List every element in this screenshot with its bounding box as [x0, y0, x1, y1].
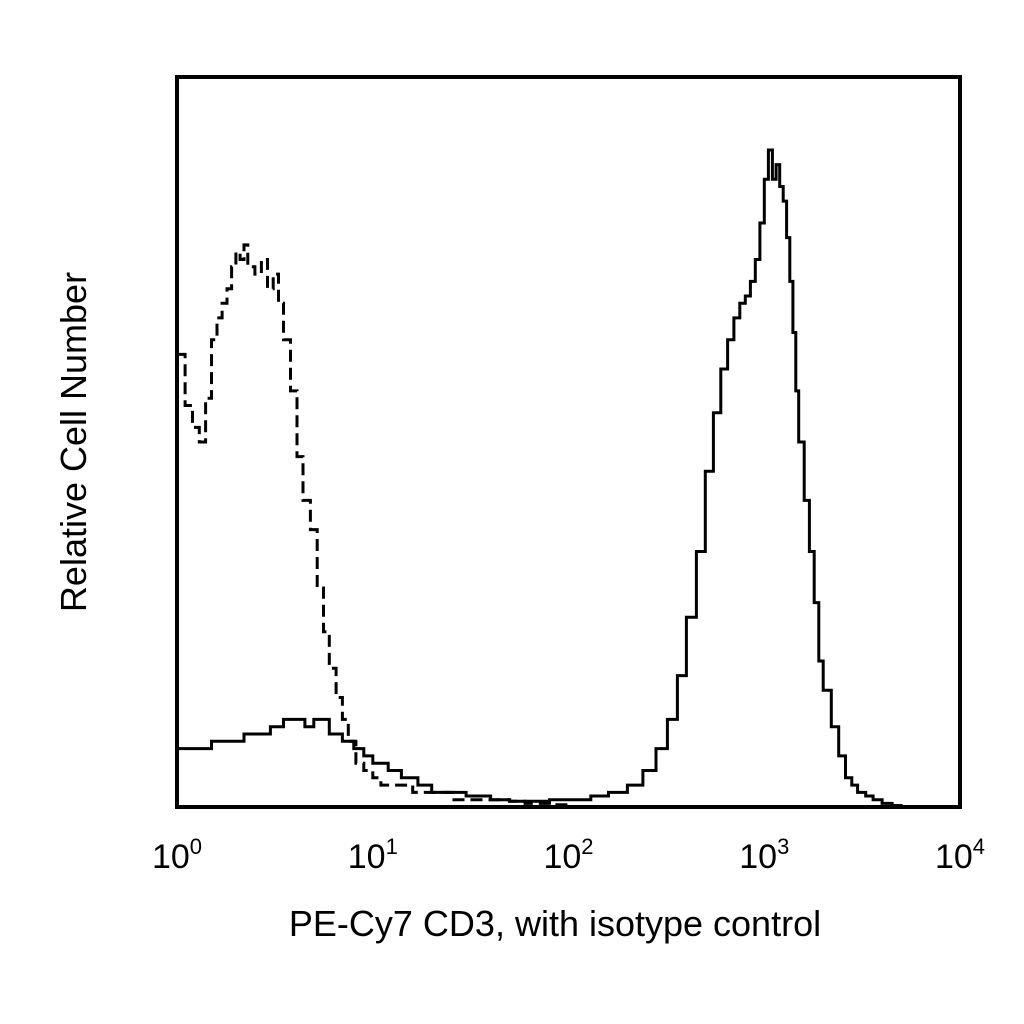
x-tick-layer: 100 101 102 103 104	[152, 834, 985, 876]
y-axis-title: Relative Cell Number	[53, 272, 94, 612]
x-tick-label: 103	[739, 834, 789, 876]
series-layer	[177, 148, 903, 807]
x-tick-label: 104	[935, 834, 985, 876]
x-tick-label: 100	[152, 834, 202, 876]
plot-frame	[175, 75, 962, 809]
x-axis-title: PE-Cy7 CD3, with isotype control	[289, 903, 821, 944]
isotype-control-series	[177, 243, 570, 807]
x-tick-label: 102	[543, 834, 593, 876]
cd3-series	[177, 148, 903, 807]
x-tick-label: 101	[348, 834, 398, 876]
